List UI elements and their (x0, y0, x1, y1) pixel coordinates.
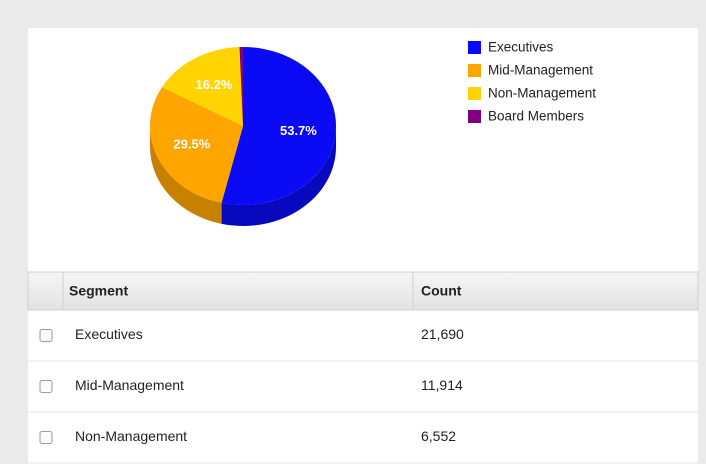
segment-cell: Executives (75, 326, 143, 342)
slice-label: 16.2% (196, 77, 233, 92)
checkbox[interactable] (39, 380, 53, 393)
checkbox[interactable] (39, 329, 53, 342)
column-header: Count (421, 283, 462, 299)
legend-swatch (468, 87, 481, 100)
pie-slice (162, 47, 243, 126)
table-header (27, 271, 699, 311)
column-header: Segment (69, 283, 128, 299)
panel (28, 28, 698, 464)
legend-label: Board Members (488, 109, 584, 124)
pie-slice (239, 47, 243, 126)
pie-side (221, 126, 336, 226)
count-cell: 11,914 (421, 377, 463, 393)
legend-swatch (468, 110, 481, 123)
segment-cell: Mid-Management (75, 377, 184, 393)
slice-label: 53.7% (280, 123, 317, 138)
count-cell: 21,690 (421, 326, 464, 342)
legend-label: Mid-Management (488, 63, 593, 78)
slice-label: 29.5% (173, 136, 210, 151)
legend-label: Non-Management (488, 86, 596, 101)
pie-slice (149, 87, 243, 203)
pie-slice (221, 47, 336, 205)
legend-label: Executives (488, 40, 554, 55)
segment-cell: Non-Management (75, 428, 187, 444)
pie-side (150, 126, 222, 224)
legend-swatch (468, 41, 481, 54)
count-cell: 6,552 (421, 428, 456, 444)
checkbox[interactable] (39, 431, 53, 444)
legend-swatch (468, 64, 481, 77)
